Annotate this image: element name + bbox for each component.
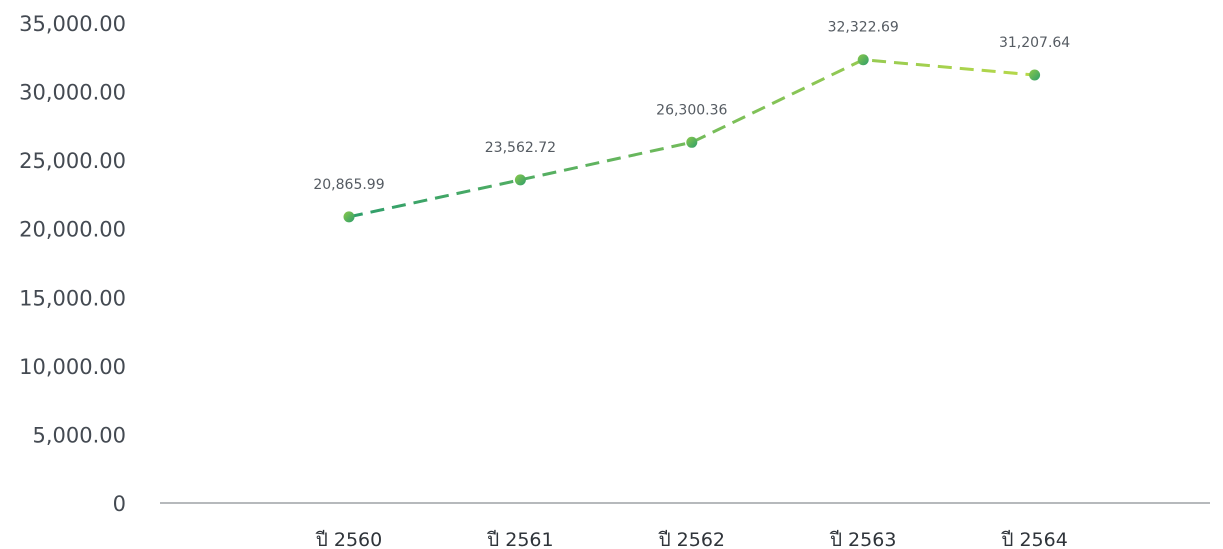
series-layer: 20,865.99 23,562.72 26,300.36 32,322.69 31,2… [313, 20, 1070, 223]
x-tick-label: ปี 2564 [1001, 529, 1068, 549]
y-tick-label: 5,000.00 [32, 423, 126, 447]
data-label: 23,562.72 [485, 140, 556, 156]
x-tick-label: ปี 2562 [658, 529, 725, 549]
y-tick-label: 35,000.00 [19, 12, 126, 36]
data-point-marker [857, 54, 869, 66]
x-tick-label: ปี 2560 [315, 529, 382, 549]
data-point-marker [686, 136, 698, 148]
series-line [348, 58, 1035, 219]
y-axis-tick-labels: 0 5,000.00 10,000.00 15,000.00 20,000.00 25,0… [19, 12, 126, 516]
data-label: 32,322.69 [828, 20, 899, 36]
data-point-marker [514, 174, 526, 186]
y-tick-label: 0 [113, 492, 126, 516]
data-label: 20,865.99 [313, 177, 384, 193]
data-point-marker [343, 211, 355, 223]
data-point-marker [1029, 69, 1041, 81]
x-axis-tick-labels: ปี 2560 ปี 2561 ปี 2562 ปี 2563 ปี 2564 [315, 529, 1068, 549]
y-tick-label: 10,000.00 [19, 355, 126, 379]
y-tick-label: 15,000.00 [19, 286, 126, 310]
x-tick-label: ปี 2563 [829, 529, 896, 549]
y-tick-label: 30,000.00 [19, 81, 126, 105]
x-tick-label: ปี 2561 [486, 529, 553, 549]
data-label: 31,207.64 [999, 35, 1070, 51]
data-label: 26,300.36 [656, 102, 727, 118]
y-tick-label: 20,000.00 [19, 218, 126, 242]
y-tick-label: 25,000.00 [19, 149, 126, 173]
